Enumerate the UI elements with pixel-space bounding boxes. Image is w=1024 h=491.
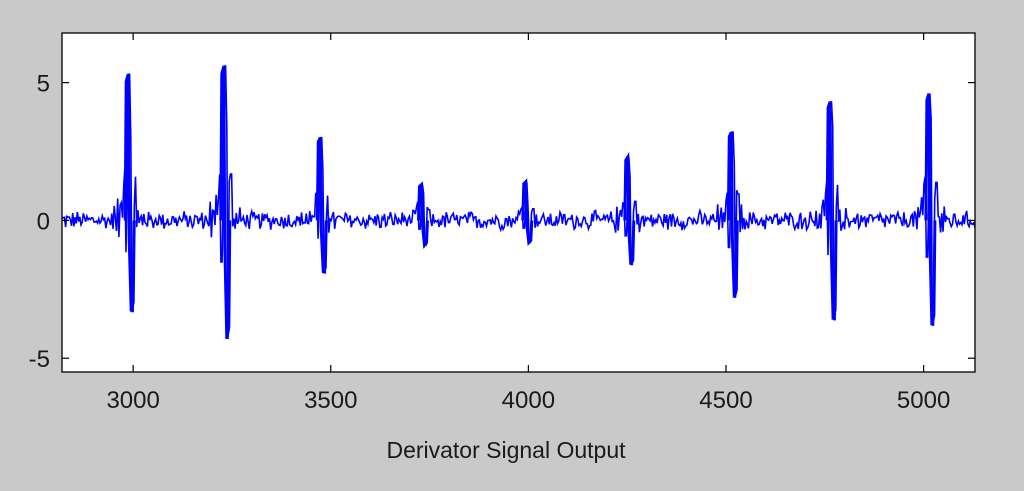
beat-spike-9 — [924, 93, 937, 326]
beat-spike-8 — [825, 101, 838, 320]
beat-spike-4 — [417, 181, 429, 250]
beat-spike-3 — [315, 137, 328, 274]
y-tick-label--5: -5 — [29, 346, 50, 373]
y-axis: -5 0 5 — [29, 71, 975, 373]
x-tick-label-5000: 5000 — [897, 387, 950, 414]
signal-line — [62, 65, 975, 339]
beat-spike-6 — [623, 151, 636, 266]
x-tick-label-4500: 4500 — [699, 387, 752, 414]
y-tick-label-5: 5 — [37, 71, 50, 98]
signal-series — [62, 65, 975, 340]
beat-spike-1 — [123, 73, 136, 312]
x-axis: 3000 3500 4000 4500 5000 — [106, 33, 950, 414]
x-axis-label: Derivator Signal Output — [386, 437, 626, 463]
y-tick-label-0: 0 — [37, 208, 50, 235]
x-tick-label-3000: 3000 — [106, 387, 159, 414]
x-tick-label-4000: 4000 — [502, 387, 555, 414]
beat-spike-2 — [219, 65, 232, 340]
axes-frame — [61, 32, 976, 373]
beat-spike-5 — [521, 178, 534, 246]
x-tick-label-3500: 3500 — [304, 387, 357, 414]
beat-spike-7 — [726, 131, 739, 298]
